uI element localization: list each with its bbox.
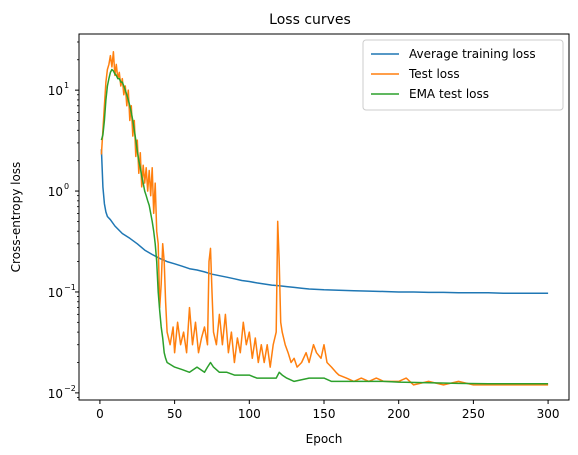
x-axis-ticks: 0 50 100 150 200 250 300 (96, 400, 560, 421)
x-tick-label: 150 (313, 407, 336, 421)
legend: Average training loss Test loss EMA test l… (362, 39, 564, 111)
x-axis-label: Epoch (306, 432, 343, 446)
legend-box (362, 39, 564, 111)
chart-title: Loss curves (269, 12, 351, 28)
y-tick-label: 10 (48, 387, 63, 401)
x-tick-label: 100 (238, 407, 261, 421)
legend-label: Average training loss (409, 47, 536, 61)
y-tick-exponent: 1 (64, 81, 69, 90)
series-line-0 (100, 149, 549, 295)
x-tick-label: 300 (537, 407, 560, 421)
y-axis-label: Cross-entropy loss (9, 162, 23, 273)
series-line-2 (100, 68, 549, 385)
x-tick-label: 0 (96, 407, 104, 421)
x-tick-label: 250 (462, 407, 485, 421)
legend-label: EMA test loss (409, 87, 489, 101)
y-tick-exponent: 0 (64, 182, 69, 191)
x-tick-label: 50 (167, 407, 182, 421)
legend-label: Test loss (408, 67, 460, 81)
y-tick-label: 10 (48, 185, 63, 199)
x-tick-label: 200 (387, 407, 410, 421)
y-tick-label: 10 (48, 286, 63, 300)
y-tick-exponent: −2 (64, 384, 76, 393)
y-tick-label: 10 (48, 84, 63, 98)
y-tick-exponent: −1 (64, 283, 76, 292)
